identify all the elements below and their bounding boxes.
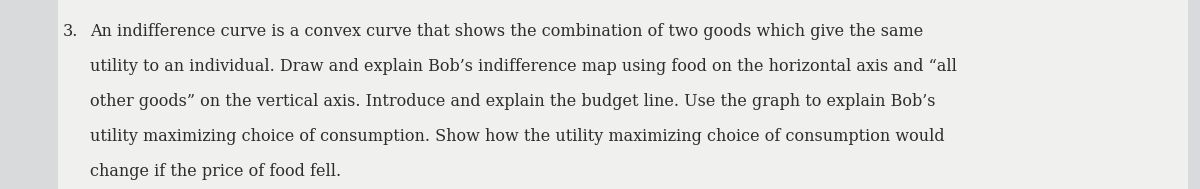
Text: 3.: 3. bbox=[62, 23, 78, 40]
Text: An indifference curve is a convex curve that shows the combination of two goods : An indifference curve is a convex curve … bbox=[90, 23, 923, 40]
Text: utility maximizing choice of consumption. Show how the utility maximizing choice: utility maximizing choice of consumption… bbox=[90, 128, 944, 145]
Text: utility to an individual. Draw and explain Bob’s indifference map using food on : utility to an individual. Draw and expla… bbox=[90, 58, 956, 75]
Text: change if the price of food fell.: change if the price of food fell. bbox=[90, 163, 341, 180]
Text: other goods” on the vertical axis. Introduce and explain the budget line. Use th: other goods” on the vertical axis. Intro… bbox=[90, 93, 936, 110]
